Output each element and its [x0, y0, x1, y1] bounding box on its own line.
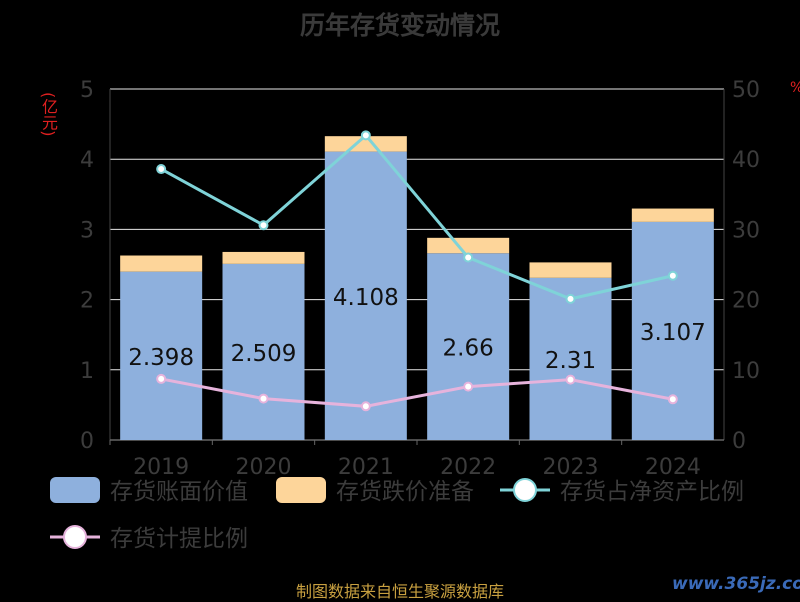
- legend-label: 存货计提比例: [110, 526, 248, 552]
- watermark: www.365jz.com: [672, 574, 800, 594]
- y-right-tick-label: 0: [732, 429, 746, 454]
- bar-data-label: 2.509: [231, 341, 297, 367]
- x-tick-label: 2019: [133, 455, 189, 480]
- y-right-tick-label: 10: [732, 359, 760, 384]
- line-provision-ratio: [160, 377, 674, 408]
- x-tick-label: 2022: [440, 455, 496, 480]
- legend-swatch-marker: [63, 525, 87, 549]
- bar-data-label: 2.66: [443, 336, 494, 362]
- y-right-tick-label: 20: [732, 289, 760, 314]
- left-axis-unit: (亿元): [39, 92, 58, 137]
- line-net-asset-ratio-point: [360, 130, 371, 141]
- bar-book-value: [120, 271, 203, 440]
- y-left-tick-label: 0: [80, 429, 94, 454]
- line-provision-ratio-point: [360, 401, 371, 412]
- bar-book-value: [427, 253, 510, 440]
- line-provision-ratio-point: [156, 373, 167, 384]
- line-net-asset-ratio-point: [258, 220, 269, 231]
- legend-label: 存货账面价值: [110, 479, 248, 505]
- line-net-asset-ratio-point: [463, 252, 474, 263]
- bar-data-label: 2.398: [128, 345, 194, 371]
- legend-label: 存货跌价准备: [336, 479, 474, 505]
- line-provision-ratio-point: [258, 393, 269, 404]
- legend-swatch-bar: [276, 477, 326, 503]
- line-net-asset-ratio-point: [156, 164, 167, 175]
- legend-label: 存货占净资产比例: [560, 479, 744, 505]
- line-provision-ratio-point: [463, 381, 474, 392]
- bar-book-value: [529, 277, 612, 440]
- y-left-tick-label: 5: [80, 78, 94, 103]
- bar-impairment: [324, 136, 407, 152]
- chart-title: 历年存货变动情况: [299, 11, 500, 40]
- y-left-tick-label: 3: [80, 218, 94, 243]
- line-net-asset-ratio: [160, 133, 674, 301]
- right-axis-unit: %: [790, 80, 800, 96]
- bar-impairment: [120, 255, 203, 272]
- bar-impairment: [631, 208, 714, 222]
- x-tick-label: 2024: [645, 455, 701, 480]
- line-provision-ratio-point: [667, 394, 678, 405]
- bar-data-label: 2.31: [545, 348, 596, 374]
- bar-impairment: [427, 237, 510, 254]
- legend-swatch-bar: [50, 477, 100, 503]
- line-provision-ratio-point: [565, 374, 576, 385]
- y-left-tick-label: 2: [80, 289, 94, 314]
- y-right-tick-label: 50: [732, 78, 760, 103]
- bar-data-label: 4.108: [333, 285, 399, 311]
- x-tick-label: 2021: [338, 455, 394, 480]
- line-net-asset-ratio-point: [565, 293, 576, 304]
- bar-impairment: [529, 262, 612, 278]
- y-right-tick-label: 40: [732, 148, 760, 173]
- y-left-tick-label: 4: [80, 148, 94, 173]
- legend-swatch-marker: [513, 478, 537, 502]
- bar-data-label: 3.107: [640, 320, 706, 346]
- bar-book-value: [324, 151, 407, 440]
- y-right-tick-label: 30: [732, 218, 760, 243]
- bar-impairment: [222, 251, 305, 264]
- line-net-asset-ratio-point: [667, 270, 678, 281]
- footer-source: 制图数据来自恒生聚源数据库: [295, 582, 504, 601]
- bar-book-value: [222, 263, 305, 440]
- x-tick-label: 2023: [543, 455, 599, 480]
- y-left-tick-label: 1: [80, 359, 94, 384]
- x-tick-label: 2020: [236, 455, 292, 480]
